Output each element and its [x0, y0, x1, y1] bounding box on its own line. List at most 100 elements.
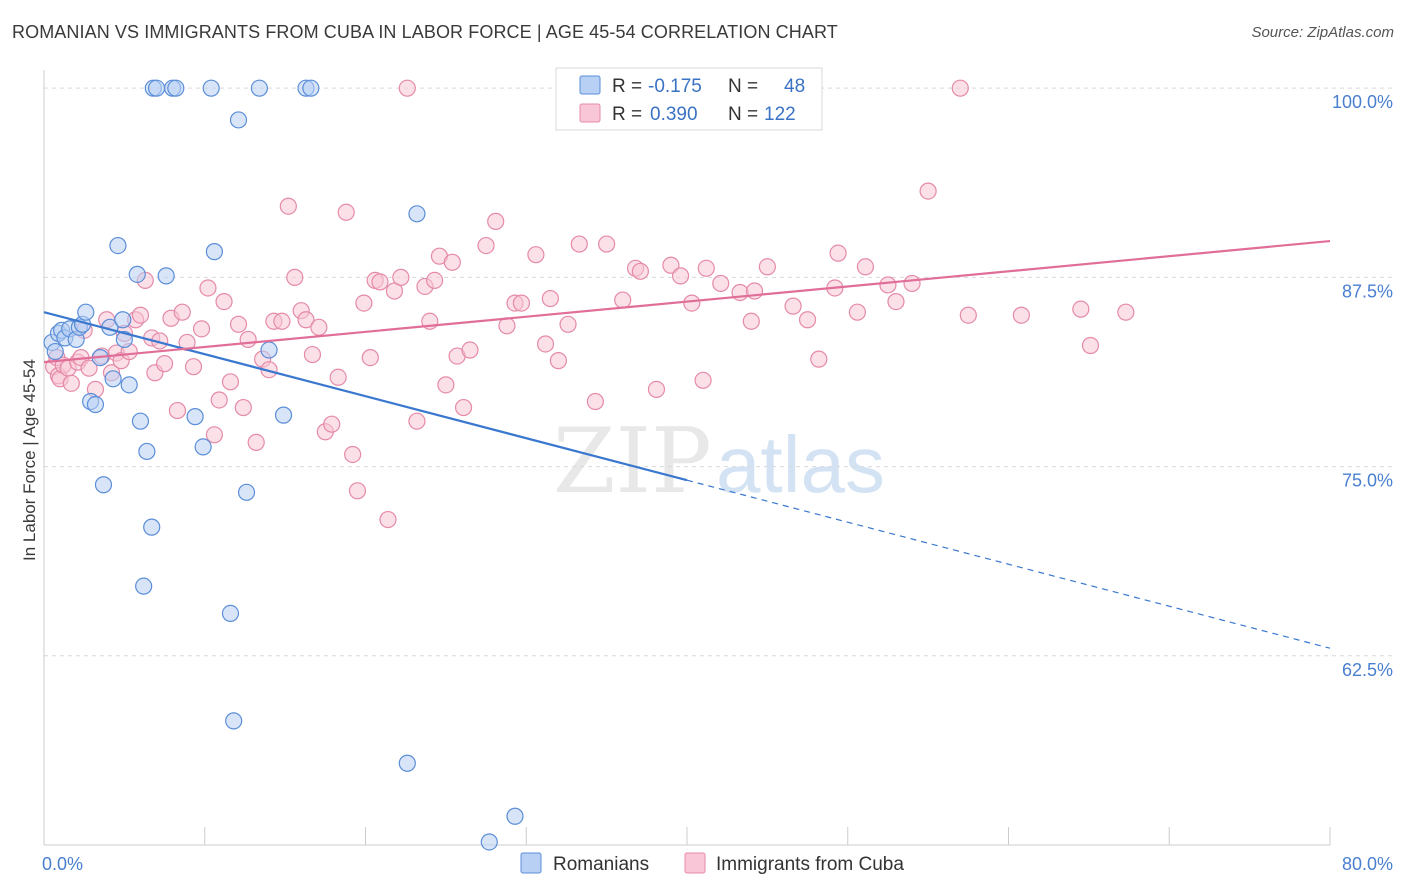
romanians-point-11	[86, 395, 105, 414]
x-tick-label-min: 0.0%	[42, 854, 83, 874]
romanians-point-34	[221, 604, 240, 623]
cuba-point-95	[694, 371, 712, 389]
romanians-point-35	[225, 712, 243, 730]
y-tick-label-2: 75.0%	[1342, 471, 1393, 491]
cuba-point-74	[461, 341, 479, 359]
cuba-point-38	[234, 398, 252, 417]
romanians-point-26	[147, 79, 166, 97]
y-tick-labels: 100.0% 87.5% 75.0% 62.5%	[1332, 92, 1393, 680]
romanians-point-43	[398, 754, 416, 772]
cuba-point-76	[487, 212, 505, 230]
cuba-point-108	[856, 258, 875, 276]
cuba-point-27	[168, 401, 187, 420]
cuba-point-88	[614, 291, 632, 309]
cuba-point-115	[1012, 306, 1030, 324]
cuba-point-107	[848, 303, 866, 321]
romanians-point-9	[77, 303, 95, 321]
cuba-point-46	[286, 268, 304, 286]
cuba-point-114	[959, 306, 977, 324]
romanians-point-31	[194, 438, 212, 456]
cuba-point-60	[371, 273, 389, 291]
romanians-point-20	[128, 265, 146, 283]
romanians-point-24	[143, 518, 161, 536]
y-tick-label-1: 87.5%	[1342, 281, 1393, 301]
cuba-point-91	[647, 380, 666, 398]
cuba-point-104	[810, 350, 828, 368]
gridlines	[44, 87, 1392, 657]
x-ticks	[43, 827, 1331, 845]
legend-n-value-2: 122	[764, 104, 796, 125]
cuba-point-111	[903, 274, 921, 293]
cuba-point-64	[398, 79, 416, 97]
cuba-point-112	[919, 182, 937, 200]
cuba-point-20	[131, 306, 150, 324]
cuba-point-33	[205, 426, 223, 444]
legend-n-label-1: N =	[728, 76, 758, 97]
legend-r-value-1: -0.175	[648, 76, 702, 97]
cuba-point-86	[586, 392, 604, 411]
cuba-point-39	[239, 330, 257, 349]
cuba-point-49	[303, 345, 322, 364]
cuba-point-48	[297, 311, 315, 329]
cuba-point-54	[337, 203, 355, 221]
legend-n-value-1: 48	[784, 76, 805, 97]
cuba-point-73	[454, 398, 473, 417]
cuba-point-32	[199, 279, 217, 297]
romanians-point-45	[480, 833, 498, 851]
cuba-point-58	[361, 348, 379, 367]
watermark-atlas: atlas	[716, 420, 885, 509]
cuba-point-50	[310, 318, 328, 336]
legend-swatch-romanians	[579, 75, 601, 95]
legend-r-value-2: 0.390	[650, 104, 698, 125]
bottom-legend-swatch-romanians	[520, 852, 542, 874]
cuba-point-36	[221, 373, 240, 391]
romanians-point-40	[274, 406, 293, 424]
romanians-point-15	[104, 370, 122, 388]
series-romanians-points	[43, 79, 524, 851]
cuba-point-97	[712, 274, 730, 293]
y-tick-label-0: 100.0%	[1332, 92, 1393, 112]
cuba-point-56	[348, 482, 367, 500]
cuba-point-44	[273, 312, 291, 330]
cuba-point-90	[631, 262, 649, 280]
cuba-point-83	[549, 352, 568, 370]
bottom-legend: Romanians Immigrants from Cuba	[520, 852, 904, 875]
legend-r-label-1: R =	[612, 76, 642, 97]
romanians-point-13	[94, 476, 113, 494]
bottom-legend-romanians: Romanians	[553, 854, 649, 875]
cuba-point-92	[662, 256, 680, 274]
cuba-point-106	[829, 244, 847, 262]
romanians-point-44	[408, 205, 426, 223]
legend-swatch-cuba	[579, 103, 601, 123]
cuba-point-77	[498, 317, 516, 335]
cuba-point-96	[697, 259, 715, 277]
cuba-point-70	[437, 376, 455, 394]
romanians-point-30	[186, 408, 204, 426]
cuba-point-37	[229, 315, 248, 333]
cuba-point-25	[155, 355, 174, 373]
romanians-point-36	[229, 111, 248, 129]
cuba-point-85	[570, 235, 588, 253]
bottom-legend-cuba: Immigrants from Cuba	[716, 854, 904, 875]
cuba-point-79	[512, 294, 531, 312]
cuba-point-6	[62, 374, 80, 392]
cuba-point-55	[344, 445, 362, 464]
legend-n-label-2: N =	[728, 104, 758, 125]
cuba-point-109	[879, 276, 897, 294]
romanians-point-27	[157, 267, 175, 285]
cuba-point-28	[173, 303, 191, 321]
cuba-point-82	[541, 289, 559, 308]
trend-line-romanians-extrapolated	[686, 479, 1331, 649]
cuba-point-61	[379, 510, 397, 529]
cuba-point-40	[247, 433, 265, 451]
cuba-point-84	[559, 315, 577, 333]
legend-r-label-2: R =	[612, 104, 642, 125]
cuba-point-10	[80, 359, 98, 377]
romanians-point-23	[138, 442, 156, 461]
cuba-point-80	[527, 246, 545, 264]
cuba-point-63	[392, 268, 410, 286]
cuba-point-30	[184, 358, 203, 376]
y-axis-label: In Labor Force | Age 45-54	[20, 359, 39, 561]
cuba-point-117	[1081, 336, 1100, 355]
